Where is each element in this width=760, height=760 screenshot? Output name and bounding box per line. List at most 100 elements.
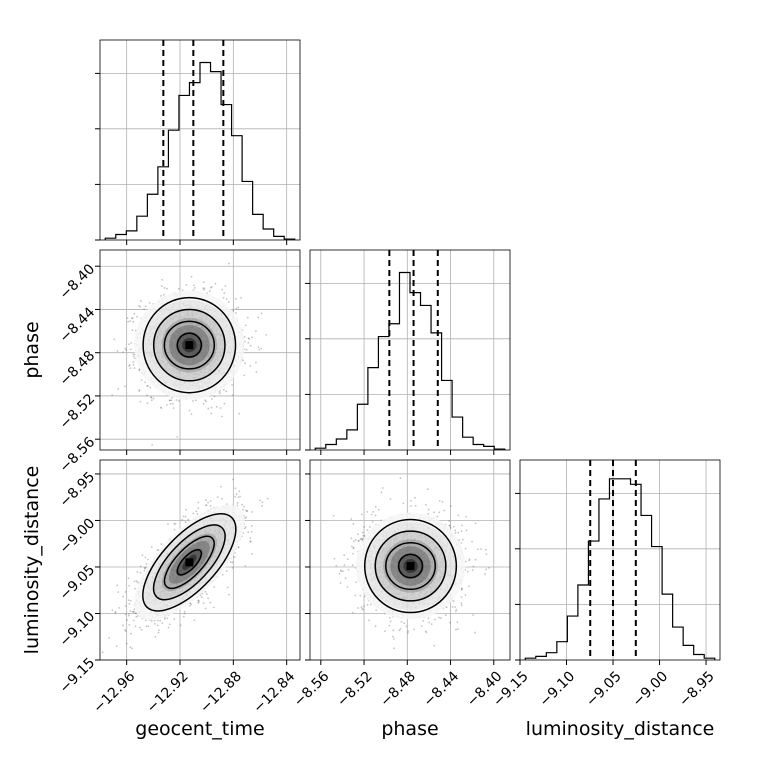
scatter-point	[197, 501, 200, 504]
contour-line	[163, 320, 216, 370]
scatter-point	[188, 605, 191, 607]
scatter-point	[144, 556, 147, 559]
scatter-point	[219, 392, 221, 395]
scatter-point	[225, 298, 228, 300]
scatter-point	[136, 581, 139, 584]
scatter-point	[245, 348, 248, 351]
scatter-point	[255, 361, 257, 364]
scatter-point	[204, 499, 207, 502]
scatter-point	[239, 495, 241, 498]
scatter-point	[131, 317, 134, 320]
scatter-point	[146, 384, 149, 387]
density-panel-geocent_time-luminosity_distance	[95, 459, 301, 665]
histogram-step	[524, 478, 716, 660]
scatter-point	[220, 485, 222, 488]
scatter-point	[460, 530, 463, 533]
scatter-point	[339, 582, 342, 584]
scatter-point	[249, 365, 252, 367]
scatter-point	[210, 398, 213, 400]
scatter-point	[128, 364, 130, 367]
scatter-point	[414, 504, 417, 507]
scatter-point	[233, 556, 236, 558]
scatter-point	[166, 617, 169, 620]
scatter-point	[134, 587, 137, 590]
scatter-point	[197, 507, 200, 510]
density-peak	[185, 341, 194, 350]
scatter-point	[237, 306, 240, 309]
histogram-step	[104, 61, 296, 240]
scatter-point	[156, 619, 159, 622]
scatter-point	[183, 612, 186, 615]
scatter-point	[231, 394, 234, 397]
scatter-point	[176, 436, 179, 438]
scatter-point	[350, 518, 353, 520]
scatter-point	[223, 292, 226, 295]
scatter-point	[166, 287, 168, 290]
scatter-point	[235, 493, 238, 495]
scatter-point	[153, 619, 156, 622]
scatter-point	[210, 406, 213, 409]
scatter-point	[128, 584, 131, 587]
scatter-point	[144, 619, 147, 622]
scatter-point	[366, 511, 369, 513]
scatter-point	[140, 379, 143, 382]
scatter-point	[202, 602, 205, 605]
scatter-point	[124, 347, 127, 350]
scatter-point	[209, 500, 212, 502]
scatter-point	[433, 511, 435, 514]
scatter-point	[346, 558, 349, 561]
scatter-point	[226, 586, 229, 589]
scatter-point	[360, 606, 363, 609]
scatter-point	[258, 348, 261, 351]
scatter-point	[185, 283, 188, 286]
scatter-point	[127, 320, 130, 323]
scatter-point	[216, 496, 219, 499]
scatter-point	[116, 584, 119, 587]
axes-frame	[99, 39, 301, 241]
scatter-point	[144, 305, 147, 308]
scatter-point	[413, 628, 415, 631]
scatter-point	[221, 288, 224, 291]
scatter-point	[152, 397, 155, 400]
scatter-point	[224, 284, 227, 287]
scatter-point	[242, 359, 245, 362]
scatter-point	[234, 487, 237, 490]
scatter-point	[204, 607, 207, 610]
density-content	[111, 262, 268, 446]
scatter-point	[133, 367, 136, 369]
scatter-point	[150, 546, 153, 548]
density-panel-geocent_time-phase	[95, 249, 301, 455]
scatter-point	[150, 396, 152, 399]
scatter-point	[229, 561, 232, 563]
scatter-point	[187, 518, 190, 521]
scatter-point	[135, 615, 138, 618]
scatter-point	[157, 631, 160, 634]
scatter-point	[111, 394, 114, 397]
scatter-point	[261, 501, 264, 504]
scatter-point	[154, 622, 156, 625]
scatter-point	[170, 399, 173, 402]
scatter-point	[368, 619, 370, 622]
scatter-point	[426, 488, 429, 491]
scatter-point	[125, 642, 128, 645]
scatter-point	[132, 619, 135, 622]
scatter-point	[193, 284, 195, 287]
scatter-point	[245, 509, 248, 512]
scatter-point	[204, 399, 207, 401]
scatter-point	[232, 478, 235, 481]
scatter-point	[173, 522, 176, 525]
scatter-point	[221, 573, 224, 576]
scatter-point	[132, 611, 135, 614]
scatter-point	[130, 341, 133, 344]
scatter-point	[161, 278, 164, 281]
scatter-point	[150, 399, 153, 402]
scatter-point	[213, 395, 216, 398]
scatter-point	[202, 281, 205, 284]
scatter-point	[195, 399, 197, 402]
scatter-point	[140, 628, 143, 631]
scatter-point	[228, 262, 230, 265]
scatter-point	[460, 541, 463, 544]
scatter-point	[244, 362, 246, 365]
scatter-point	[374, 514, 377, 517]
scatter-point	[247, 531, 250, 534]
